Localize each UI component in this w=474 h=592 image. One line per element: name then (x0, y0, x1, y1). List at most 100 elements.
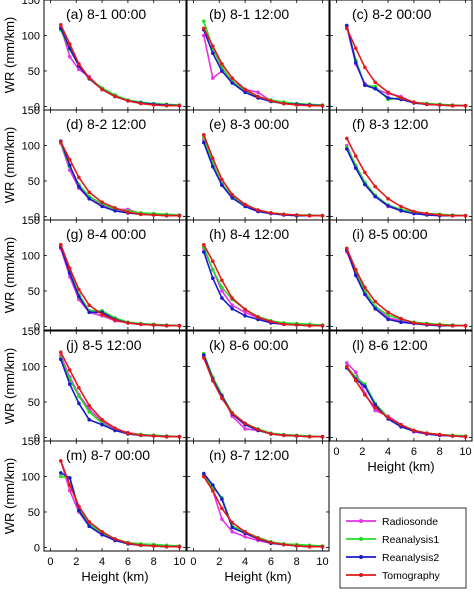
panel-title: (n) 8-7 12:00 (209, 447, 289, 463)
data-point-reanalysis2 (230, 306, 234, 311)
y-tick-label: 0 (34, 101, 40, 113)
data-point-tomography (256, 208, 260, 212)
data-point-tomography (282, 101, 286, 106)
x-tick-label: 10 (316, 556, 328, 568)
data-point-reanalysis2 (77, 294, 81, 299)
data-point-reanalysis2 (77, 401, 81, 406)
chart-panel: 0 50 100 150 WR (mm/km) (a) 8-1 00:00 (2, 0, 187, 113)
data-point-tomography (211, 378, 215, 383)
data-point-reanalysis2 (363, 83, 367, 87)
data-point-tomography (230, 411, 234, 416)
data-point-tomography (450, 323, 455, 328)
data-point-tomography (354, 46, 358, 51)
data-point-tomography (100, 87, 104, 92)
x-axis-label: Height (km) (81, 569, 148, 584)
axes-frame (186, 440, 330, 552)
data-point-tomography (412, 428, 416, 433)
panel-title: (a) 8-1 00:00 (66, 6, 146, 22)
data-point-tomography (177, 544, 182, 549)
data-point-reanalysis1 (202, 19, 206, 24)
data-point-tomography (345, 136, 349, 141)
x-tick-label: 4 (385, 446, 391, 458)
data-point-reanalysis1 (87, 410, 91, 414)
legend-label-tomography: Tomography (382, 570, 441, 582)
data-point-tomography (450, 434, 455, 438)
y-tick-label: 100 (22, 140, 40, 152)
data-point-tomography (412, 100, 416, 104)
data-point-tomography (113, 206, 117, 210)
panel-title: (d) 8-2 12:00 (66, 116, 146, 132)
legend-marker-radiosonde (359, 519, 363, 523)
data-point-tomography (425, 102, 429, 107)
x-axis-label: Height (km) (224, 569, 291, 584)
data-point-tomography (126, 210, 130, 214)
data-point-tomography (320, 434, 325, 439)
y-tick-label: 50 (28, 176, 40, 188)
data-point-tomography (164, 213, 169, 218)
chart-panel: (b) 8-1 12:00 (186, 0, 330, 111)
data-point-tomography (243, 202, 247, 207)
axes-frame (43, 219, 187, 331)
data-point-tomography (373, 299, 378, 304)
data-point-tomography (87, 303, 91, 308)
y-tick-label: 150 (22, 0, 40, 7)
data-point-reanalysis2 (220, 69, 224, 73)
data-point-tomography (151, 544, 156, 548)
data-point-reanalysis2 (354, 60, 358, 65)
y-tick-label: 0 (34, 321, 40, 333)
data-point-reanalysis2 (220, 296, 224, 300)
data-point-tomography (113, 537, 117, 541)
data-point-reanalysis2 (386, 204, 390, 208)
data-point-tomography (77, 175, 81, 180)
data-point-reanalysis2 (386, 96, 390, 100)
chart-panel: 0 50 100 150 WR (mm/km) (d) 8-2 12:00 (2, 105, 187, 223)
data-point-tomography (294, 103, 299, 107)
y-tick-label: 0 (34, 432, 40, 444)
data-point-tomography (463, 213, 468, 218)
data-point-tomography (59, 243, 63, 247)
data-point-reanalysis2 (202, 250, 206, 254)
axes-frame (186, 330, 330, 442)
data-point-reanalysis2 (202, 471, 206, 476)
data-point-reanalysis2 (59, 357, 63, 362)
data-point-reanalysis2 (345, 23, 349, 28)
panel-title: (g) 8-4 00:00 (66, 226, 146, 242)
data-point-tomography (87, 403, 91, 408)
data-point-reanalysis2 (345, 147, 349, 151)
data-point-tomography (230, 76, 234, 80)
data-point-tomography (354, 154, 358, 158)
x-tick-label: 8 (437, 446, 443, 458)
data-point-radiosonde (354, 370, 358, 375)
data-point-tomography (463, 434, 468, 439)
panel-title: (b) 8-1 12:00 (209, 6, 289, 22)
data-point-tomography (269, 99, 273, 103)
data-point-tomography (59, 23, 63, 27)
data-point-tomography (282, 433, 286, 438)
data-point-tomography (126, 431, 130, 436)
data-point-tomography (59, 140, 63, 144)
x-tick-label: 2 (73, 556, 79, 568)
data-point-tomography (345, 364, 349, 369)
data-point-tomography (294, 323, 299, 327)
y-tick-label: 0 (34, 211, 40, 223)
y-tick-label: 50 (28, 66, 40, 78)
data-point-radiosonde (345, 361, 349, 365)
data-point-tomography (386, 90, 390, 95)
data-point-tomography (177, 323, 182, 328)
data-point-tomography (164, 544, 169, 549)
data-point-tomography (177, 434, 182, 439)
data-point-radiosonde (243, 535, 247, 539)
panel-title: (e) 8-3 00:00 (209, 116, 289, 132)
y-tick-label: 50 (28, 286, 40, 298)
x-tick-label: 2 (359, 446, 365, 458)
data-point-reanalysis2 (363, 292, 367, 297)
data-point-tomography (164, 323, 169, 328)
data-point-tomography (425, 211, 429, 216)
y-tick-label: 150 (22, 436, 40, 448)
data-point-reanalysis2 (87, 310, 91, 315)
y-axis-label: WR (mm/km) (2, 127, 17, 204)
data-point-tomography (211, 488, 215, 493)
data-point-radiosonde (243, 427, 247, 431)
y-tick-label: 50 (28, 397, 40, 409)
y-tick-label: 100 (22, 250, 40, 262)
